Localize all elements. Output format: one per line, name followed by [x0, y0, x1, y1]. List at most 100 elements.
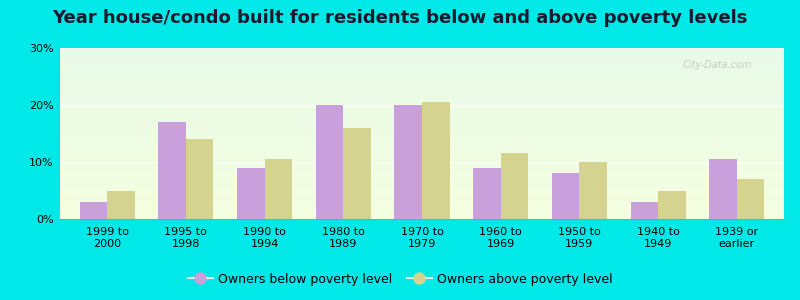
- Bar: [60, 171, 784, 172]
- Bar: [60, 87, 784, 88]
- Bar: [60, 78, 784, 79]
- Bar: [60, 102, 784, 103]
- Bar: [60, 124, 784, 125]
- Bar: [60, 112, 784, 113]
- Bar: [60, 177, 784, 178]
- Bar: [60, 161, 784, 162]
- Bar: [60, 201, 784, 202]
- Bar: [394, 105, 422, 219]
- Bar: [60, 53, 784, 54]
- Bar: [60, 156, 784, 157]
- Bar: [60, 162, 784, 163]
- Bar: [60, 137, 784, 138]
- Bar: [552, 173, 579, 219]
- Bar: [60, 191, 784, 192]
- Bar: [422, 102, 450, 219]
- Bar: [60, 192, 784, 193]
- Bar: [60, 135, 784, 136]
- Bar: [737, 179, 764, 219]
- Bar: [60, 206, 784, 207]
- Bar: [60, 155, 784, 156]
- Bar: [60, 103, 784, 104]
- Bar: [60, 123, 784, 124]
- Bar: [60, 204, 784, 205]
- Bar: [60, 132, 784, 133]
- Bar: [60, 108, 784, 109]
- Bar: [60, 64, 784, 65]
- Bar: [60, 80, 784, 81]
- Bar: [60, 81, 784, 82]
- Bar: [60, 196, 784, 197]
- Bar: [60, 211, 784, 212]
- Bar: [658, 190, 686, 219]
- Bar: [60, 218, 784, 219]
- Bar: [60, 48, 784, 49]
- Bar: [60, 190, 784, 191]
- Bar: [60, 173, 784, 174]
- Bar: [60, 170, 784, 171]
- Bar: [60, 109, 784, 110]
- Bar: [60, 205, 784, 206]
- Bar: [60, 197, 784, 198]
- Bar: [60, 126, 784, 127]
- Bar: [60, 174, 784, 175]
- Bar: [60, 200, 784, 201]
- Bar: [60, 150, 784, 151]
- Bar: [60, 193, 784, 194]
- Bar: [60, 172, 784, 173]
- Bar: [60, 66, 784, 67]
- Bar: [60, 154, 784, 155]
- Bar: [60, 76, 784, 77]
- Bar: [60, 145, 784, 146]
- Bar: [60, 58, 784, 59]
- Bar: [60, 50, 784, 51]
- Bar: [60, 61, 784, 62]
- Bar: [60, 100, 784, 101]
- Bar: [60, 89, 784, 90]
- Bar: [60, 160, 784, 161]
- Bar: [60, 139, 784, 140]
- Bar: [60, 62, 784, 63]
- Bar: [60, 93, 784, 94]
- Bar: [60, 142, 784, 143]
- Bar: [60, 199, 784, 200]
- Bar: [60, 157, 784, 158]
- Bar: [60, 216, 784, 217]
- Bar: [60, 148, 784, 149]
- Bar: [60, 181, 784, 182]
- Bar: [60, 116, 784, 117]
- Bar: [60, 144, 784, 145]
- Bar: [60, 71, 784, 72]
- Bar: [60, 65, 784, 66]
- Bar: [710, 159, 737, 219]
- Bar: [60, 101, 784, 102]
- Bar: [60, 110, 784, 111]
- Bar: [60, 180, 784, 181]
- Bar: [60, 69, 784, 70]
- Bar: [60, 52, 784, 53]
- Bar: [60, 111, 784, 112]
- Bar: [60, 169, 784, 170]
- Bar: [60, 122, 784, 123]
- Bar: [60, 63, 784, 64]
- Bar: [60, 179, 784, 180]
- Bar: [60, 183, 784, 184]
- Bar: [60, 88, 784, 89]
- Bar: [60, 182, 784, 183]
- Bar: [60, 188, 784, 189]
- Bar: [60, 119, 784, 120]
- Bar: [158, 122, 186, 219]
- Bar: [60, 194, 784, 195]
- Bar: [343, 128, 371, 219]
- Bar: [60, 203, 784, 204]
- Bar: [473, 168, 501, 219]
- Text: Year house/condo built for residents below and above poverty levels: Year house/condo built for residents bel…: [52, 9, 748, 27]
- Bar: [60, 176, 784, 177]
- Bar: [60, 128, 784, 129]
- Bar: [60, 86, 784, 87]
- Bar: [60, 92, 784, 93]
- Bar: [60, 98, 784, 99]
- Bar: [60, 106, 784, 107]
- Bar: [60, 143, 784, 144]
- Bar: [186, 139, 214, 219]
